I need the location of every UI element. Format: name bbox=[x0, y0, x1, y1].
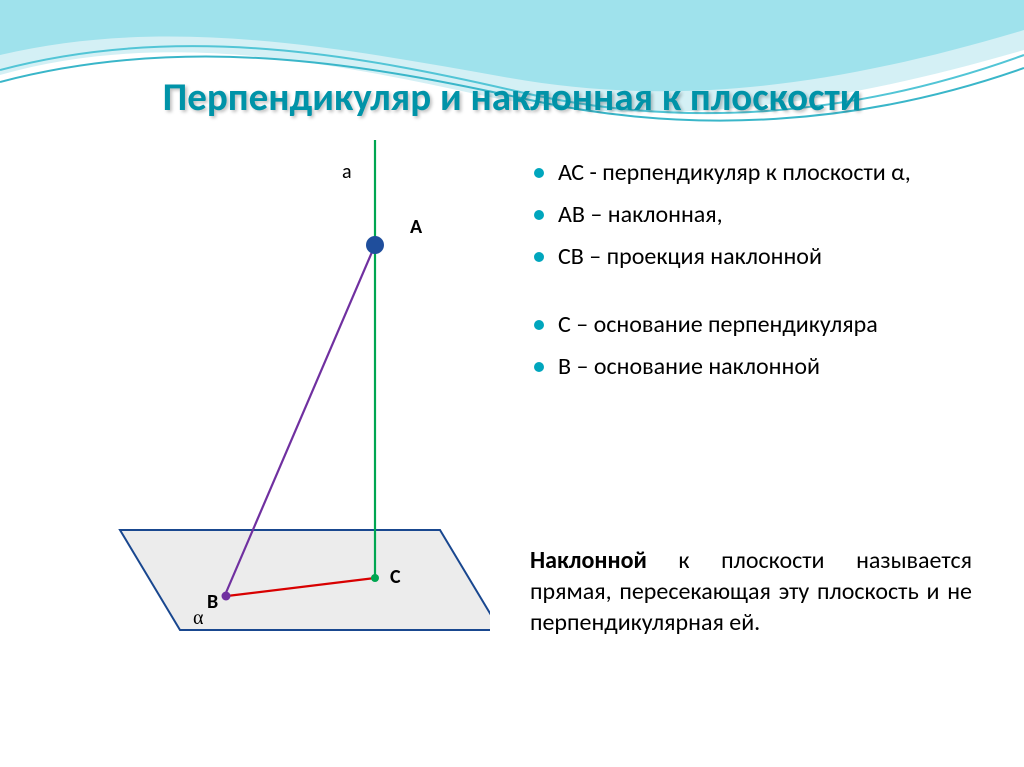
bullet-item: С – основание перпендикуляра bbox=[530, 310, 990, 340]
definition-text: Наклонной к плоскости называется прямая,… bbox=[530, 545, 972, 639]
point-a bbox=[366, 236, 384, 254]
point-c bbox=[371, 574, 379, 582]
geometry-diagram: a A B C α bbox=[60, 140, 490, 660]
label-point-c: C bbox=[390, 565, 401, 589]
bullet-item: АВ – наклонная, bbox=[530, 200, 990, 230]
bullet-item: В – основание наклонной bbox=[530, 352, 990, 382]
label-alpha: α bbox=[193, 607, 203, 630]
slide-title: Перпендикуляр и наклонная к плоскости bbox=[0, 74, 1024, 121]
label-point-b: B bbox=[207, 590, 218, 614]
bullet-list: АС - перпендикуляр к плоскости α, АВ – н… bbox=[530, 158, 990, 394]
bullet-item: АС - перпендикуляр к плоскости α, bbox=[530, 158, 990, 188]
bullet-item: СВ – проекция наклонной bbox=[530, 242, 990, 272]
point-b bbox=[222, 592, 231, 601]
label-point-a: A bbox=[410, 215, 422, 239]
label-line-a: a bbox=[342, 160, 352, 184]
plane-alpha bbox=[120, 530, 490, 630]
definition-term: Наклонной bbox=[530, 546, 647, 575]
